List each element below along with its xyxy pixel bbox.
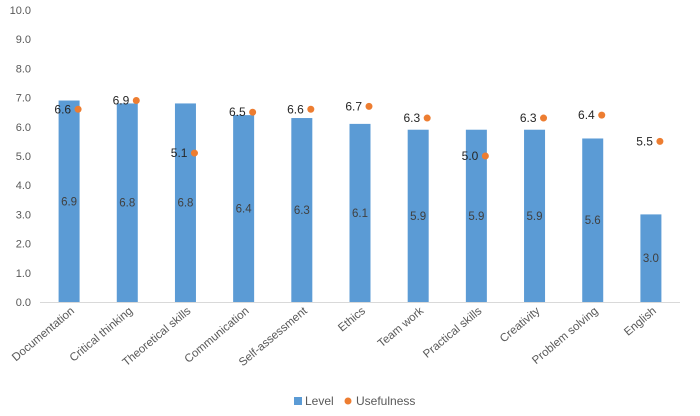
scatter-point (656, 137, 664, 145)
scatter-point (74, 105, 82, 113)
legend-label-level: Level (305, 394, 334, 408)
bar (582, 138, 604, 302)
y-tick-label: 2.0 (16, 239, 31, 251)
point-data-label: 6.3 (403, 111, 420, 125)
point-data-label: 6.6 (287, 102, 304, 116)
point-data-label: 6.3 (520, 111, 537, 125)
bar (524, 129, 546, 302)
y-tick-label: 10.0 (10, 5, 31, 17)
bar-data-label: 6.8 (177, 198, 193, 210)
y-tick-label: 7.0 (16, 93, 31, 105)
scatter-point (481, 152, 489, 160)
bar (407, 129, 429, 302)
y-tick-label: 1.0 (16, 268, 31, 280)
y-tick-label: 0.0 (16, 297, 31, 309)
scatter-point (190, 149, 198, 157)
bar (465, 129, 487, 302)
x-tick-label: Team work (376, 305, 426, 350)
bar-data-label: 5.6 (585, 215, 601, 227)
bar-data-label: 5.9 (410, 211, 426, 223)
point-data-label: 6.6 (54, 102, 71, 116)
scatter-point (132, 97, 140, 105)
point-data-label: 6.7 (345, 99, 362, 113)
point-data-label: 5.1 (171, 146, 188, 160)
legend: Level Usefulness (294, 394, 415, 408)
y-tick-label: 9.0 (16, 34, 31, 46)
x-tick-label: Ethics (336, 305, 368, 334)
legend-swatch-usefulness (344, 397, 352, 405)
scatter-point (365, 102, 373, 110)
bar-data-label: 3.0 (643, 253, 659, 265)
bar-data-label: 6.1 (352, 208, 368, 220)
legend-swatch-level (294, 397, 302, 405)
point-data-label: 6.9 (113, 94, 130, 108)
y-tick-label: 4.0 (16, 180, 31, 192)
bar (349, 123, 371, 302)
bar (116, 103, 138, 302)
y-tick-label: 5.0 (16, 151, 31, 163)
point-data-label: 6.4 (578, 108, 595, 122)
scatter-point (307, 105, 315, 113)
legend-label-usefulness: Usefulness (356, 394, 415, 408)
scatter-point (598, 111, 606, 119)
bar (58, 100, 80, 303)
point-data-label: 5.0 (462, 149, 479, 163)
x-tick-label: English (622, 305, 659, 338)
y-axis: 0.0 1.0 2.0 3.0 4.0 5.0 6.0 7.0 8.0 9.0 10.0 (10, 5, 31, 309)
x-tick-label: Practical skills (421, 305, 484, 361)
scatter-point (249, 108, 257, 116)
bar-data-label: 6.8 (119, 198, 135, 210)
point-data-label: 5.5 (636, 134, 653, 148)
bar-data-label: 5.9 (527, 211, 543, 223)
bar (640, 214, 662, 302)
y-tick-label: 6.0 (16, 122, 31, 134)
scatter-point (423, 114, 431, 122)
y-tick-label: 8.0 (16, 63, 31, 75)
y-tick-label: 3.0 (16, 209, 31, 221)
bar (174, 103, 196, 302)
bar-data-label: 6.3 (294, 205, 310, 217)
point-data-label: 6.5 (229, 105, 246, 119)
x-tick-label: Creativity (498, 305, 543, 345)
scatter-point (540, 114, 548, 122)
bar-data-label: 6.4 (236, 204, 253, 216)
scatter-series-usefulness: 6.6 6.9 5.1 6.5 6.6 6.7 6.3 5.0 6.3 6.4 5.5 (54, 94, 664, 163)
bar (233, 115, 255, 303)
bar-data-label: 6.9 (61, 196, 77, 208)
bar-series-level: 6.9 6.8 6.8 6.4 6.3 6.1 5.9 5.9 5.9 5.6 3.0 (58, 100, 662, 303)
bar (291, 118, 313, 302)
bar-data-label: 5.9 (468, 211, 484, 223)
